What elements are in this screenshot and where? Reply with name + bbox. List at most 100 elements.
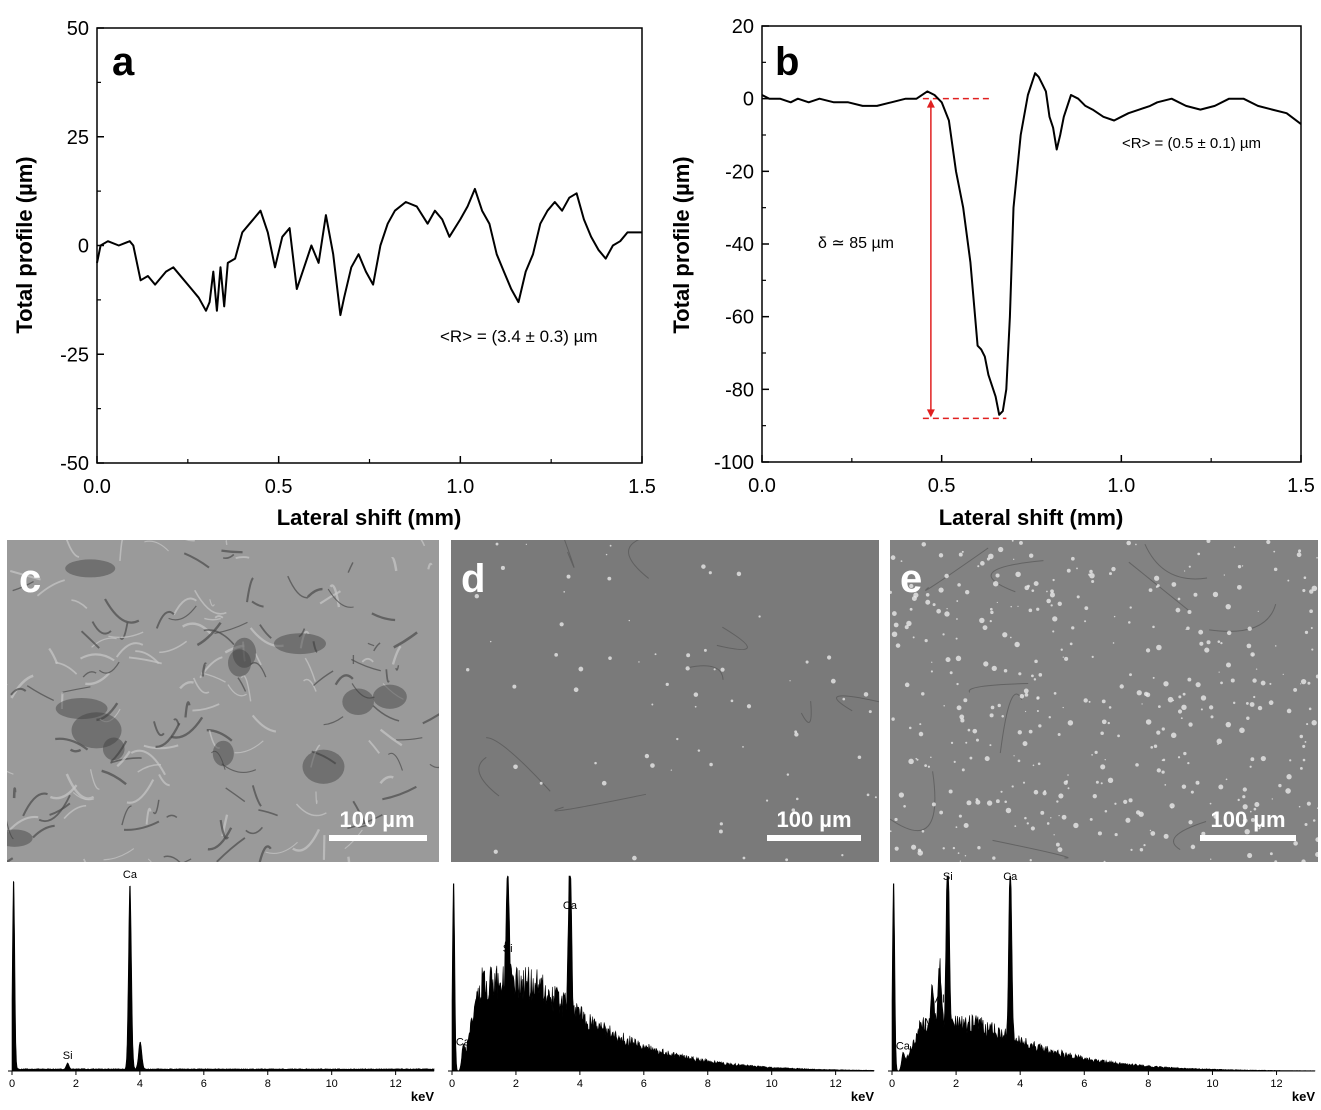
sem-crack-e: [1144, 543, 1208, 580]
sem-particle-e: [1046, 590, 1048, 593]
sem-surface-feature-c: [153, 721, 165, 737]
sem-surface-feature-c: [71, 599, 88, 609]
sem-particle-e: [1218, 784, 1224, 790]
sem-particle-e: [1058, 814, 1060, 817]
sem-particle-e: [1220, 681, 1223, 685]
eds-peak-label-c: Si: [63, 1050, 73, 1062]
panel-letter-b: b: [775, 40, 799, 84]
sem-particle-e: [1246, 716, 1250, 721]
sem-particle-e: [1050, 817, 1052, 819]
sem-particle-e: [1304, 741, 1307, 743]
sem-particle-e: [969, 756, 973, 760]
sem-surface-feature-c: [323, 716, 344, 726]
sem-particle-d: [512, 684, 517, 689]
sem-particle-e: [1028, 608, 1033, 613]
sem-particle-e: [1100, 764, 1106, 770]
sem-particle-d: [795, 797, 799, 801]
sem-surface-feature-c: [203, 629, 235, 646]
sem-particle-e: [989, 619, 992, 623]
sem-particle-e: [1057, 847, 1063, 853]
sem-particle-e: [1091, 579, 1095, 584]
sem-particle-d: [525, 543, 527, 546]
sem-image-e: e 100 µm: [890, 540, 1318, 862]
sem-particle-e: [1299, 766, 1303, 770]
sem-particle-e: [1246, 643, 1252, 649]
sem-particle-e: [1247, 853, 1253, 859]
sem-crack-e: [968, 682, 1029, 693]
sem-particle-e: [1167, 696, 1174, 703]
sem-particle-e: [1067, 720, 1074, 726]
sem-particle-e: [1073, 822, 1079, 829]
eds-tick-label-d: 4: [577, 1078, 583, 1090]
sem-particle-e: [1188, 722, 1193, 727]
sem-surface-feature-c: [36, 579, 65, 597]
eds-spectrum-fill-d: [451, 875, 875, 1072]
sem-particle-e: [1188, 565, 1191, 568]
sem-particle-e: [964, 855, 967, 857]
eds-unit-label-e: keV: [1292, 1089, 1315, 1104]
sem-particle-e: [1145, 648, 1151, 653]
sem-particle-e: [1300, 683, 1302, 685]
sem-particle-e: [1185, 628, 1187, 630]
x-tick-label-a: 1.5: [628, 476, 656, 498]
sem-particle-e: [1268, 700, 1274, 706]
sem-particle-e: [1033, 581, 1039, 587]
sem-particle-e: [1177, 597, 1181, 601]
sem-surface-feature-c: [116, 750, 131, 768]
sem-surface-feature-c: [179, 680, 194, 690]
sem-particle-d: [685, 666, 690, 671]
sem-surface-feature-c: [304, 657, 317, 682]
sem-image-c: c 100 µm: [7, 540, 439, 862]
sem-surface-feature-c: [221, 549, 243, 554]
sem-surface-feature-c: [206, 728, 233, 742]
scale-bar-label-d: 100 µm: [776, 807, 851, 832]
sem-particle-e: [1195, 780, 1200, 785]
sem-particle-d: [578, 666, 584, 672]
sem-pit-c: [55, 697, 108, 720]
sem-surface-feature-c: [234, 740, 264, 754]
sem-particle-e: [1169, 803, 1175, 809]
sem-particle-e: [977, 846, 981, 850]
scale-bar-label-e: 100 µm: [1210, 807, 1285, 832]
sem-surface-feature-c: [214, 621, 248, 634]
sem-particle-e: [980, 561, 985, 566]
sem-particle-e: [1023, 688, 1029, 694]
sem-surface-feature-c: [7, 857, 14, 862]
profile-plot-b: b 0.0 0.5 1.0 1.5 -100 -80 -60 -40 -20 0 20 Latera…: [669, 16, 1315, 530]
sem-particle-e: [1036, 709, 1039, 713]
sem-particle-e: [1252, 678, 1257, 683]
sem-particle-e: [1296, 552, 1302, 558]
sem-surface-feature-c: [7, 820, 14, 840]
sem-particle-d: [874, 796, 877, 799]
sem-particle-d: [718, 829, 723, 834]
sem-particle-e: [1315, 852, 1318, 857]
sem-particle-e: [960, 718, 965, 723]
sem-particle-e: [1148, 588, 1153, 592]
sem-particle-e: [1019, 694, 1025, 699]
sem-particle-e: [1309, 609, 1313, 614]
x-axis-title-b: Lateral shift (mm): [939, 505, 1124, 530]
sem-particle-d: [474, 594, 479, 599]
sem-particle-e: [1171, 582, 1177, 587]
sem-particle-e: [1145, 719, 1152, 725]
sem-particle-d: [693, 692, 699, 697]
y-tick-label-a: -25: [60, 344, 89, 366]
x-tick-label-a: 0.5: [265, 476, 293, 498]
sem-particle-e: [1197, 782, 1200, 785]
eds-peak-label-e: Ca: [1003, 871, 1018, 883]
sem-crack-e: [990, 560, 1044, 593]
sem-particle-e: [948, 789, 953, 794]
sem-surface-feature-c: [65, 540, 80, 558]
sem-particle-e: [1237, 564, 1242, 569]
sem-particle-e: [1053, 834, 1055, 836]
sem-surface-feature-c: [235, 556, 250, 560]
sem-particle-e: [1230, 678, 1235, 683]
sem-surface-feature-c: [209, 599, 215, 607]
sem-particle-e: [956, 600, 959, 602]
eds-tick-label-c: 6: [201, 1078, 207, 1090]
sem-particle-e: [891, 611, 897, 616]
eds-tick-label-d: 10: [766, 1078, 778, 1090]
sem-surface-feature-c: [79, 653, 115, 662]
sem-particle-d: [758, 615, 761, 618]
sem-particle-e: [1239, 727, 1245, 734]
